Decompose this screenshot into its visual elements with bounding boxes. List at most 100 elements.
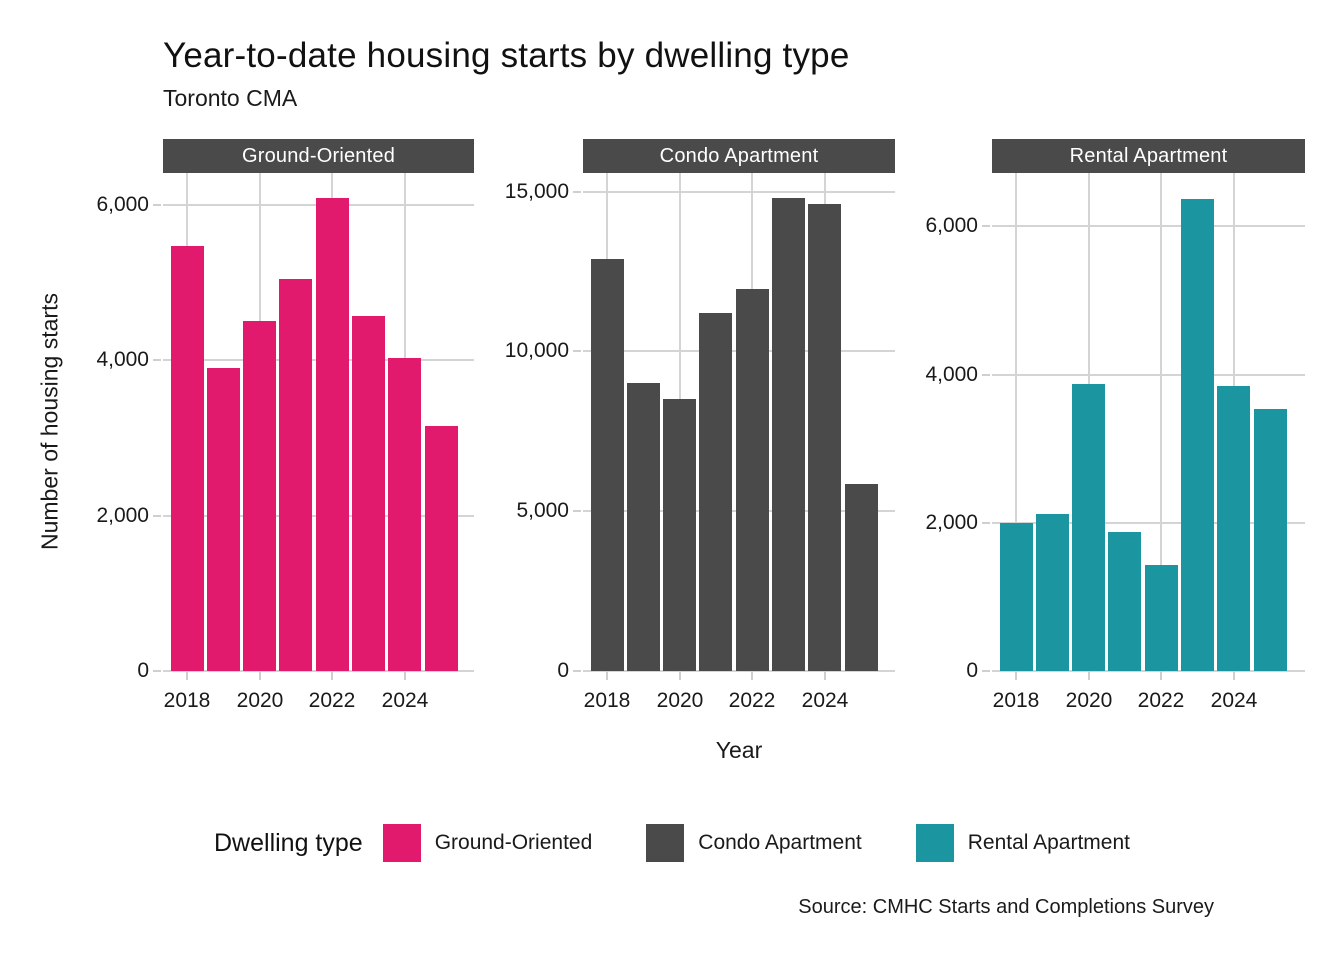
bar-2025 bbox=[425, 426, 458, 671]
bar-2018 bbox=[1000, 523, 1033, 671]
x-tick-label: 2024 bbox=[1210, 689, 1258, 712]
bar-2020 bbox=[243, 321, 276, 671]
legend-label: Rental Apartment bbox=[967, 831, 1130, 854]
bar-2020 bbox=[663, 399, 696, 671]
x-tick-label: 2024 bbox=[801, 689, 849, 712]
legend-entry: Condo Apartment bbox=[646, 824, 862, 862]
bar-2018 bbox=[171, 246, 204, 671]
bar-2022 bbox=[316, 198, 349, 671]
facet-strip: Ground-Oriented bbox=[163, 139, 474, 173]
gridline-horizontal bbox=[583, 670, 895, 672]
y-tick-mark bbox=[153, 359, 161, 361]
y-tick-label: 4,000 bbox=[925, 363, 978, 386]
gridline-horizontal bbox=[992, 225, 1305, 227]
y-tick-label: 5,000 bbox=[516, 499, 569, 522]
y-tick-label: 15,000 bbox=[504, 180, 569, 203]
y-tick-mark bbox=[982, 670, 990, 672]
gridline-vertical bbox=[1160, 173, 1162, 671]
y-tick-label: 0 bbox=[137, 659, 149, 682]
legend-swatch bbox=[382, 824, 421, 862]
chart-subtitle: Toronto CMA bbox=[163, 85, 298, 111]
facet-strip: Condo Apartment bbox=[583, 139, 895, 173]
y-tick-mark bbox=[573, 350, 581, 352]
y-tick-mark bbox=[153, 204, 161, 206]
x-tick-mark bbox=[824, 671, 826, 680]
x-tick-label: 2020 bbox=[1065, 689, 1113, 712]
legend-label: Condo Apartment bbox=[698, 831, 862, 854]
x-tick-mark bbox=[1015, 671, 1017, 680]
x-tick-label: 2022 bbox=[728, 689, 776, 712]
facet-strip-label: Ground-Oriented bbox=[241, 144, 396, 167]
bar-2018 bbox=[591, 259, 624, 671]
y-tick-label: 2,000 bbox=[96, 504, 149, 527]
bar-2024 bbox=[808, 204, 841, 671]
x-tick-mark bbox=[404, 671, 406, 680]
y-tick-mark bbox=[982, 374, 990, 376]
facet-plot: 0 5,000 10,000 15,000 2018 2020 2022 2024 bbox=[505, 173, 895, 712]
bar-2021 bbox=[699, 313, 732, 671]
x-tick-label: 2020 bbox=[656, 689, 704, 712]
bar-2022 bbox=[736, 289, 769, 671]
x-tick-label: 2018 bbox=[163, 689, 211, 712]
y-tick-mark bbox=[982, 225, 990, 227]
x-axis-title: Year bbox=[715, 737, 763, 763]
legend-label: Ground-Oriented bbox=[434, 831, 593, 854]
x-tick-label: 2024 bbox=[381, 689, 429, 712]
gridline-vertical bbox=[1015, 173, 1017, 671]
bar-2023 bbox=[352, 316, 385, 671]
facet-rental-apartment: Rental Apartment 0 2,000 4,000 6,000 2018 2020… bbox=[925, 139, 1305, 712]
gridline-horizontal bbox=[992, 522, 1305, 524]
y-tick-label: 0 bbox=[557, 659, 569, 682]
x-tick-label: 2022 bbox=[1137, 689, 1185, 712]
bar-2019 bbox=[627, 383, 660, 671]
facet-condo-apartment: Condo Apartment 0 5,000 10,000 15,000 2018 202… bbox=[505, 139, 895, 712]
gridline-horizontal bbox=[163, 670, 474, 672]
bar-2019 bbox=[1036, 514, 1069, 671]
legend: Dwelling type Ground-Oriented Condo Apart… bbox=[0, 820, 1344, 866]
y-tick-label: 6,000 bbox=[96, 193, 149, 216]
facet-strip-label: Rental Apartment bbox=[1069, 144, 1228, 167]
bar-2023 bbox=[1181, 199, 1214, 671]
facet-plot: 0 2,000 4,000 6,000 2018 2020 2022 2024 bbox=[925, 173, 1305, 712]
x-tick-label: 2020 bbox=[236, 689, 284, 712]
x-tick-label: 2018 bbox=[992, 689, 1040, 712]
legend-title: Dwelling type bbox=[214, 828, 363, 857]
x-tick-mark bbox=[606, 671, 608, 680]
bar-2019 bbox=[207, 368, 240, 671]
bar-2021 bbox=[1108, 532, 1141, 671]
legend-swatch bbox=[646, 824, 685, 862]
gridline-horizontal bbox=[583, 191, 895, 193]
y-tick-mark bbox=[573, 191, 581, 193]
x-tick-mark bbox=[1088, 671, 1090, 680]
source-note: Source: CMHC Starts and Completions Surv… bbox=[798, 896, 1214, 918]
bar-2023 bbox=[772, 198, 805, 671]
chart-title: Year-to-date housing starts by dwelling … bbox=[163, 36, 850, 75]
facet-ground-oriented: Ground-Oriented 0 2,000 4,000 6,000 2018 2020 2… bbox=[96, 139, 474, 712]
y-tick-mark bbox=[982, 522, 990, 524]
x-tick-mark bbox=[259, 671, 261, 680]
legend-entry: Ground-Oriented bbox=[382, 824, 593, 862]
x-tick-mark bbox=[751, 671, 753, 680]
x-tick-label: 2022 bbox=[308, 689, 356, 712]
y-tick-label: 6,000 bbox=[925, 214, 978, 237]
x-tick-mark bbox=[186, 671, 188, 680]
bar-2022 bbox=[1145, 565, 1178, 671]
legend-entry: Rental Apartment bbox=[915, 824, 1130, 862]
y-tick-label: 4,000 bbox=[96, 348, 149, 371]
facet-strip-label: Condo Apartment bbox=[659, 144, 819, 167]
y-tick-label: 10,000 bbox=[504, 339, 569, 362]
x-tick-mark bbox=[1160, 671, 1162, 680]
gridline-horizontal bbox=[992, 374, 1305, 376]
y-tick-mark bbox=[153, 670, 161, 672]
gridline-horizontal bbox=[992, 670, 1305, 672]
legend-swatch bbox=[915, 824, 954, 862]
bar-2020 bbox=[1072, 384, 1105, 671]
bar-2024 bbox=[388, 358, 421, 671]
x-tick-label: 2018 bbox=[583, 689, 631, 712]
y-tick-mark bbox=[153, 515, 161, 517]
y-axis-title: Number of housing starts bbox=[36, 293, 63, 551]
bar-2021 bbox=[279, 279, 312, 671]
x-tick-mark bbox=[679, 671, 681, 680]
facet-plot: 0 2,000 4,000 6,000 2018 2020 2022 2024 bbox=[96, 173, 474, 712]
